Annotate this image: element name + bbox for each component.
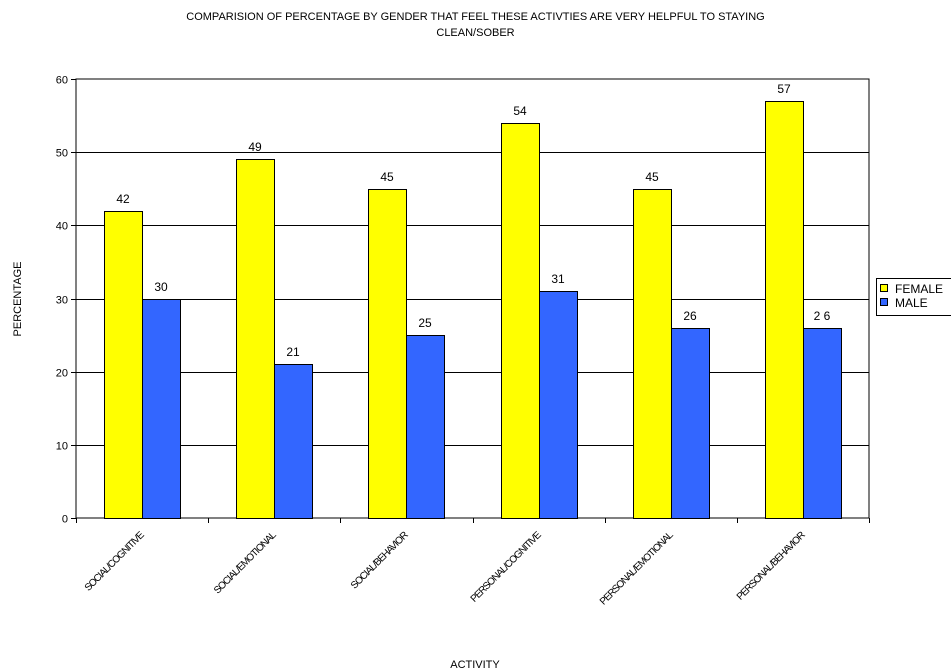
data-label-female: 45: [380, 170, 394, 184]
y-tick-label: 0: [62, 514, 68, 526]
y-tick-label: 50: [56, 148, 68, 160]
category-label: PERSONAL/BEHAVIOR: [735, 530, 808, 603]
legend-swatch-female: [880, 284, 888, 292]
bar-male: [803, 328, 842, 519]
category-label: PERSONAL/EMOTIONAL: [598, 529, 676, 607]
data-label-female: 45: [645, 170, 659, 184]
category-label: SOCIAL/EMOTIONAL: [212, 529, 279, 596]
chart-title-line-1: COMPARISION OF PERCENTAGE BY GENDER THAT…: [186, 11, 765, 23]
category-label: PERSONAL/COGNITIVE: [469, 529, 544, 604]
data-label-male: 30: [154, 280, 168, 294]
y-tick-label: 10: [56, 441, 68, 453]
y-tick-label: 20: [56, 368, 68, 380]
bar-female: [633, 189, 672, 519]
bar-male: [274, 364, 313, 519]
chart-title: COMPARISION OF PERCENTAGE BY GENDER THAT…: [0, 9, 951, 41]
y-tick-label: 40: [56, 221, 68, 233]
bar-female: [501, 123, 540, 519]
bar-male: [142, 299, 181, 519]
plot-area: [75, 78, 870, 519]
data-label-female: 49: [248, 140, 262, 154]
legend-label-female: FEMALE: [895, 282, 943, 296]
bar-female: [104, 211, 143, 519]
bar-male: [539, 291, 578, 519]
data-label-male: 31: [551, 272, 565, 286]
bar-female: [765, 101, 804, 519]
category-label: SOCIAL/COGNITIVE: [83, 529, 147, 593]
legend-label-male: MALE: [895, 296, 928, 310]
legend-swatch-male: [880, 298, 888, 306]
data-label-male: 2 6: [814, 309, 831, 323]
bar-male: [671, 328, 710, 519]
data-label-female: 54: [513, 104, 527, 118]
data-label-male: 26: [683, 309, 697, 323]
y-tick-label: 60: [56, 75, 68, 87]
bar-female: [368, 189, 407, 519]
y-tick-label: 30: [56, 295, 68, 307]
data-label-male: 21: [286, 345, 300, 359]
data-label-male: 25: [418, 316, 432, 330]
bar-male: [406, 335, 445, 519]
legend-box: [876, 278, 951, 316]
category-label: SOCIAL/BEHAVIOR: [349, 530, 411, 592]
chart-title-line-2: CLEAN/SOBER: [436, 27, 515, 39]
data-label-female: 57: [777, 82, 791, 96]
bar-female: [236, 159, 275, 519]
x-axis-title: ACTIVITY: [450, 659, 500, 671]
data-label-female: 42: [116, 192, 130, 206]
y-axis-title: PERCENTAGE: [12, 262, 24, 337]
